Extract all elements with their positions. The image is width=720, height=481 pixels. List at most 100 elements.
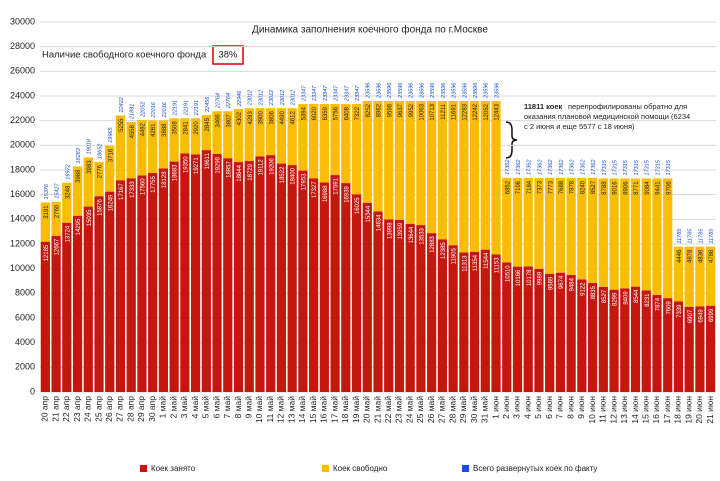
x-tick-label: 6 май	[211, 396, 221, 419]
x-tick-label: 10 май	[254, 396, 264, 423]
data-label: 10510	[505, 265, 511, 282]
data-label: 8962	[377, 103, 383, 117]
data-label: 17755	[151, 175, 157, 192]
x-tick-label: 18 июн	[673, 396, 683, 424]
data-label: 3716	[108, 148, 114, 162]
data-label: 4302	[237, 111, 243, 125]
bar-segment	[83, 206, 93, 392]
data-label: 15344	[366, 205, 372, 222]
bar-segment	[598, 178, 608, 287]
x-tick-label: 22 май	[383, 396, 393, 423]
bar-segment	[437, 239, 447, 392]
total-label: 23347	[344, 85, 350, 102]
x-tick-label: 21 апр	[50, 396, 60, 422]
bar-segment	[298, 170, 308, 392]
bar-segment	[587, 177, 598, 284]
data-label: 13959	[398, 222, 404, 239]
bar-segment	[609, 178, 619, 290]
bar-segment	[212, 111, 222, 154]
data-label: 2845	[205, 117, 211, 131]
y-tick-label: 18000	[10, 164, 35, 174]
bar-segment	[652, 178, 662, 295]
data-label: 4492	[141, 122, 147, 136]
x-tick-label: 15 май	[308, 396, 318, 423]
data-label: 4836	[698, 249, 704, 263]
x-tick-label: 17 май	[329, 396, 339, 423]
bar-segment	[663, 298, 673, 392]
bar-segment	[233, 162, 244, 392]
x-tick-label: 5 июн	[533, 396, 543, 419]
data-label: 9484	[570, 277, 576, 291]
data-label: 7688	[559, 180, 565, 194]
x-tick-label: 1 май	[158, 396, 168, 419]
bar-segment	[459, 252, 469, 392]
annotation: 38%	[218, 50, 238, 61]
x-tick-label: 2 июн	[501, 396, 511, 419]
total-label: 17362	[527, 160, 533, 175]
annotation: перепрофилированы обратно для	[568, 102, 687, 111]
bar-segment	[137, 120, 147, 176]
data-label: 17591	[334, 177, 340, 194]
bar-segment	[115, 180, 126, 392]
data-label: 8252	[366, 103, 372, 117]
bar-segment	[512, 266, 523, 392]
data-label: 8240	[580, 180, 586, 194]
bar-segment	[309, 178, 319, 392]
total-label: 23596	[484, 82, 490, 99]
data-label: 6359	[323, 106, 329, 120]
total-label: 17315	[613, 159, 619, 175]
data-label: 18683	[173, 164, 179, 181]
bar-segment	[427, 100, 437, 234]
x-tick-label: 7 июн	[555, 396, 565, 419]
total-label: 23347	[355, 85, 361, 102]
data-label: 7878	[570, 180, 576, 194]
data-label: 8544	[634, 289, 640, 303]
total-label: 11785	[709, 228, 715, 244]
bar-segment	[502, 177, 512, 263]
data-label: 17327	[312, 181, 318, 198]
total-label: 17362	[559, 160, 565, 175]
bar-segment	[362, 100, 372, 203]
y-tick-label: 24000	[10, 90, 35, 100]
y-tick-label: 22000	[10, 115, 35, 125]
data-label: 17167	[119, 183, 125, 200]
data-label: 12242	[473, 103, 479, 120]
data-label: 9706	[666, 181, 672, 195]
data-label: 7339	[677, 304, 683, 318]
data-label: 18957	[226, 161, 232, 178]
x-tick-label: 20 апр	[40, 396, 50, 422]
total-label: 17315	[602, 159, 608, 175]
x-tick-label: 23 апр	[72, 396, 82, 422]
total-label: 23596	[452, 82, 458, 99]
x-tick-label: 9 июн	[576, 396, 586, 419]
bar-segment	[620, 288, 630, 392]
x-tick-label: 22 апр	[61, 396, 71, 422]
x-tick-label: 29 апр	[136, 396, 146, 422]
x-tick-label: 19 май	[351, 396, 361, 423]
data-label: 16025	[355, 197, 361, 214]
x-tick-label: 8 июн	[565, 396, 575, 419]
total-label: 23012	[280, 90, 286, 106]
total-label: 18652	[97, 144, 103, 159]
y-tick-label: 12000	[10, 238, 35, 248]
total-label: 23596	[409, 82, 415, 99]
bar-segment	[566, 275, 576, 392]
x-tick-label: 12 июн	[608, 396, 618, 424]
bar-segment	[126, 122, 136, 179]
data-label: 10063	[419, 103, 425, 120]
data-label: 11354	[473, 254, 479, 271]
data-label: 9084	[645, 181, 651, 195]
data-label: 18644	[237, 164, 243, 181]
data-label: 3508	[173, 121, 179, 135]
data-label: 2776	[98, 164, 104, 178]
data-label: 4261	[151, 123, 157, 137]
data-label: 12283	[462, 103, 468, 120]
bar-segment	[169, 118, 179, 162]
total-label: 23596	[376, 82, 382, 99]
bar-segment	[534, 268, 544, 392]
bar-segment	[148, 173, 158, 392]
bar-segment	[330, 104, 340, 176]
bar-segment	[695, 306, 705, 392]
bar-segment	[577, 279, 587, 392]
data-label: 8299	[613, 292, 619, 306]
